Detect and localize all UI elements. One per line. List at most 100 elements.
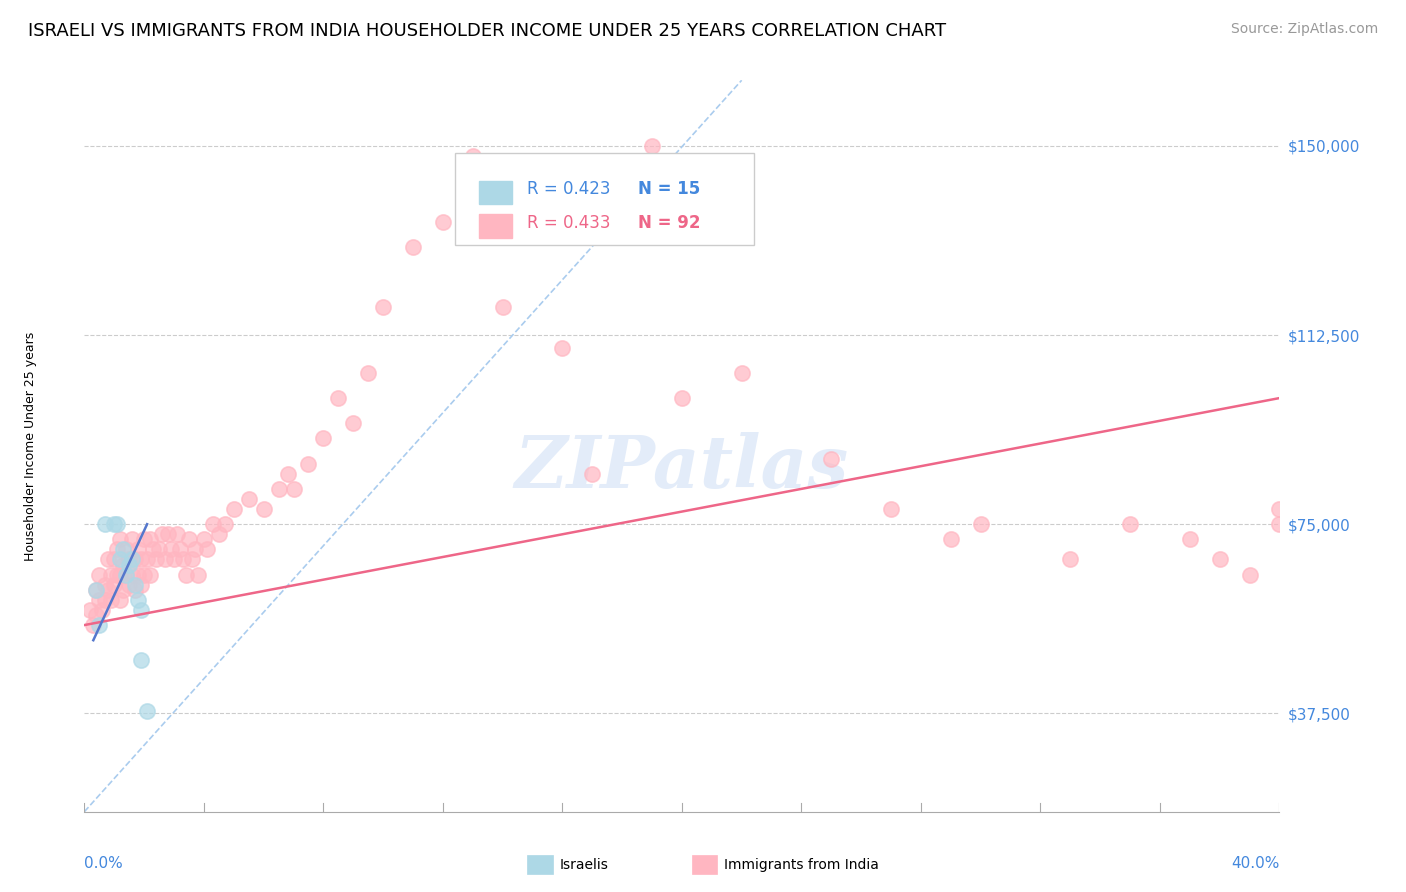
Point [132, 533, 156, 547]
Point [89, 567, 111, 582]
Point [121, 552, 143, 566]
Point [121, 533, 143, 547]
Text: ISRAELI VS IMMIGRANTS FROM INDIA HOUSEHOLDER INCOME UNDER 25 YEARS CORRELATION C: ISRAELI VS IMMIGRANTS FROM INDIA HOUSEHO… [28, 22, 946, 40]
Text: 40.0%: 40.0% [1232, 855, 1279, 871]
Point [91, 603, 114, 617]
Point [127, 567, 149, 582]
Point [581, 467, 603, 481]
Point [402, 240, 425, 254]
Point [253, 502, 276, 516]
Point [118, 578, 141, 592]
Point [97, 582, 120, 597]
Text: R = 0.423: R = 0.423 [527, 180, 610, 198]
Point [105, 517, 128, 532]
Point [82, 618, 104, 632]
Point [129, 653, 152, 667]
Point [129, 603, 152, 617]
Point [142, 542, 165, 557]
Point [97, 552, 120, 566]
Point [100, 567, 122, 582]
Point [103, 578, 125, 592]
Point [124, 578, 146, 592]
Point [103, 517, 125, 532]
Point [132, 567, 156, 582]
Point [86, 607, 108, 622]
Point [121, 567, 143, 582]
Point [115, 567, 138, 582]
Point [432, 214, 454, 228]
Bar [478, 181, 512, 204]
Point [1239, 567, 1261, 582]
Point [124, 552, 146, 566]
Point [238, 491, 260, 506]
Point [166, 527, 188, 541]
Point [222, 502, 245, 516]
Point [112, 542, 135, 557]
Point [195, 542, 218, 557]
Text: Source: ZipAtlas.com: Source: ZipAtlas.com [1230, 22, 1378, 37]
Point [136, 552, 159, 566]
Point [214, 517, 236, 532]
Point [150, 527, 173, 541]
Point [94, 592, 117, 607]
Point [139, 533, 162, 547]
FancyBboxPatch shape [456, 153, 754, 245]
Point [89, 618, 111, 632]
Point [103, 552, 125, 566]
Point [94, 578, 117, 592]
Point [328, 391, 350, 405]
Point [970, 517, 993, 532]
Point [115, 542, 138, 557]
Point [105, 542, 128, 557]
Point [145, 552, 167, 566]
Point [1119, 517, 1142, 532]
Point [124, 582, 146, 597]
Point [127, 542, 149, 557]
Point [880, 502, 903, 516]
Point [820, 451, 842, 466]
Point [174, 567, 197, 582]
Point [201, 517, 224, 532]
Point [1178, 533, 1201, 547]
Point [1268, 517, 1291, 532]
Point [267, 482, 290, 496]
Point [297, 457, 319, 471]
Point [100, 592, 122, 607]
Point [148, 542, 170, 557]
Point [312, 432, 335, 446]
Text: 0.0%: 0.0% [84, 855, 124, 871]
Point [94, 517, 117, 532]
Point [153, 552, 176, 566]
Point [136, 704, 159, 718]
Point [184, 542, 207, 557]
Point [169, 542, 191, 557]
Point [86, 582, 108, 597]
Point [641, 139, 664, 153]
Point [172, 552, 194, 566]
Point [163, 552, 186, 566]
Point [193, 533, 215, 547]
Point [105, 567, 128, 582]
Text: Householder Income Under 25 years: Householder Income Under 25 years [24, 331, 37, 561]
Point [89, 592, 111, 607]
Text: ZIPatlas: ZIPatlas [515, 433, 849, 503]
Point [939, 533, 962, 547]
Point [187, 567, 209, 582]
Point [1059, 552, 1081, 566]
Text: N = 92: N = 92 [638, 214, 700, 232]
Point [177, 533, 200, 547]
Point [371, 300, 394, 314]
Text: Immigrants from India: Immigrants from India [724, 858, 879, 872]
Point [110, 552, 132, 566]
Point [461, 149, 484, 163]
Point [1268, 502, 1291, 516]
Bar [478, 214, 512, 238]
Point [551, 341, 574, 355]
Point [129, 578, 152, 592]
Point [110, 533, 132, 547]
Point [283, 482, 305, 496]
Point [160, 542, 183, 557]
Point [139, 567, 162, 582]
Text: Israelis: Israelis [560, 858, 609, 872]
Point [118, 558, 141, 572]
